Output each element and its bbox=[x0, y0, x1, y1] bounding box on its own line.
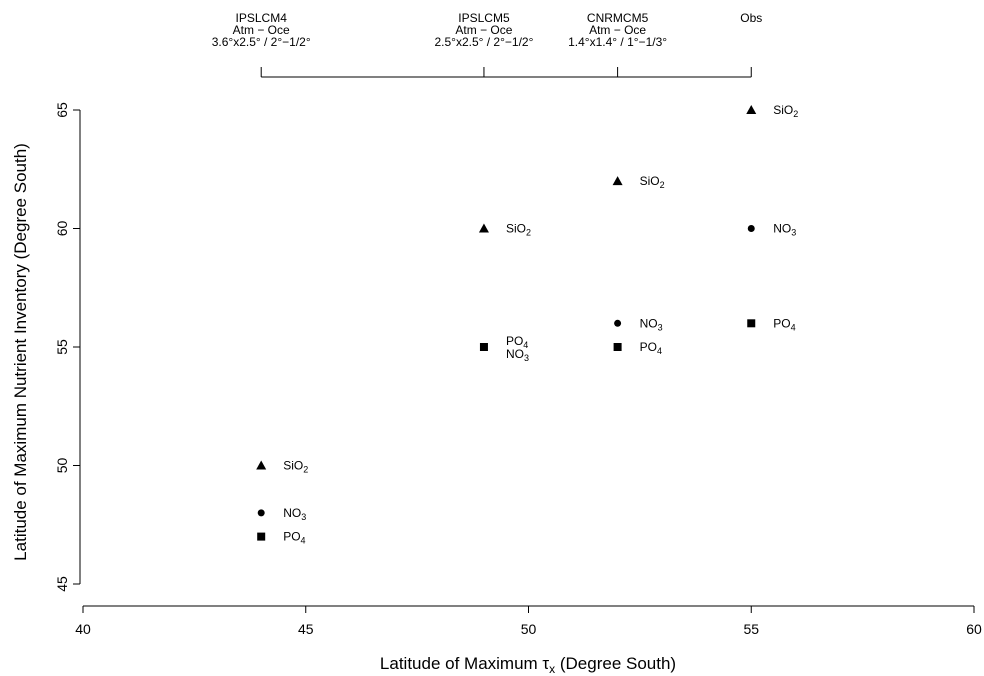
point-label: PO4 bbox=[640, 340, 662, 356]
point-label: SiO2 bbox=[283, 459, 308, 475]
y-axis: 45 50 55 60 65 bbox=[54, 102, 81, 592]
point-circle bbox=[614, 319, 622, 327]
model-label-line: 1.4°x1.4° / 1°−1/3° bbox=[568, 35, 667, 49]
point-label: PO4 bbox=[283, 530, 305, 546]
point-label: SiO2 bbox=[773, 103, 798, 119]
x-tick-label: 45 bbox=[298, 621, 314, 637]
model-label-line: Atm − Oce bbox=[455, 23, 512, 37]
model-label-line: 2.5°x2.5° / 2°−1/2° bbox=[434, 35, 533, 49]
model-label-line: Atm − Oce bbox=[589, 23, 646, 37]
model-label-line: IPSLCM5 bbox=[458, 11, 510, 25]
point-label: NO3 bbox=[283, 506, 306, 522]
y-tick-label: 55 bbox=[54, 339, 70, 355]
point-label: NO3 bbox=[506, 347, 529, 363]
point-label: SiO2 bbox=[640, 174, 665, 190]
model-label-line: 3.6°x2.5° / 2°−1/2° bbox=[212, 35, 311, 49]
x-tick-label: 40 bbox=[75, 621, 91, 637]
point-square bbox=[747, 319, 756, 328]
y-tick-label: 65 bbox=[54, 102, 70, 118]
data-points bbox=[256, 105, 757, 541]
x-axis-title: Latitude of Maximum τx (Degree South) bbox=[380, 654, 676, 676]
model-label-line: Atm − Oce bbox=[233, 23, 290, 37]
point-circle bbox=[257, 509, 265, 517]
point-triangle bbox=[256, 460, 267, 470]
point-circle bbox=[747, 225, 755, 232]
x-axis: 40 45 50 55 60 bbox=[75, 605, 982, 637]
y-tick-label: 45 bbox=[54, 576, 70, 592]
model-label-line: IPSLCM4 bbox=[236, 11, 288, 25]
point-label: SiO2 bbox=[506, 222, 531, 238]
point-square bbox=[479, 343, 488, 351]
point-label: NO3 bbox=[773, 222, 796, 238]
model-label-line: Obs bbox=[740, 11, 762, 25]
model-label-line: CNRMCM5 bbox=[587, 11, 649, 25]
y-tick-label: 50 bbox=[54, 458, 70, 474]
point-triangle bbox=[478, 223, 489, 233]
point-triangle bbox=[746, 105, 757, 114]
x-tick-label: 55 bbox=[743, 621, 759, 637]
y-axis-title: Latitude of Maximum Nutrient Inventory (… bbox=[11, 143, 30, 561]
point-label: PO4 bbox=[506, 334, 528, 350]
y-tick-label: 60 bbox=[54, 221, 70, 237]
point-square bbox=[257, 532, 266, 541]
x-tick-label: 50 bbox=[521, 621, 537, 637]
point-label: NO3 bbox=[640, 316, 663, 332]
x-tick-label: 60 bbox=[966, 621, 982, 637]
point-square bbox=[613, 343, 622, 351]
model-bracket bbox=[260, 67, 752, 78]
point-triangle bbox=[612, 176, 623, 186]
point-label: PO4 bbox=[773, 316, 795, 332]
